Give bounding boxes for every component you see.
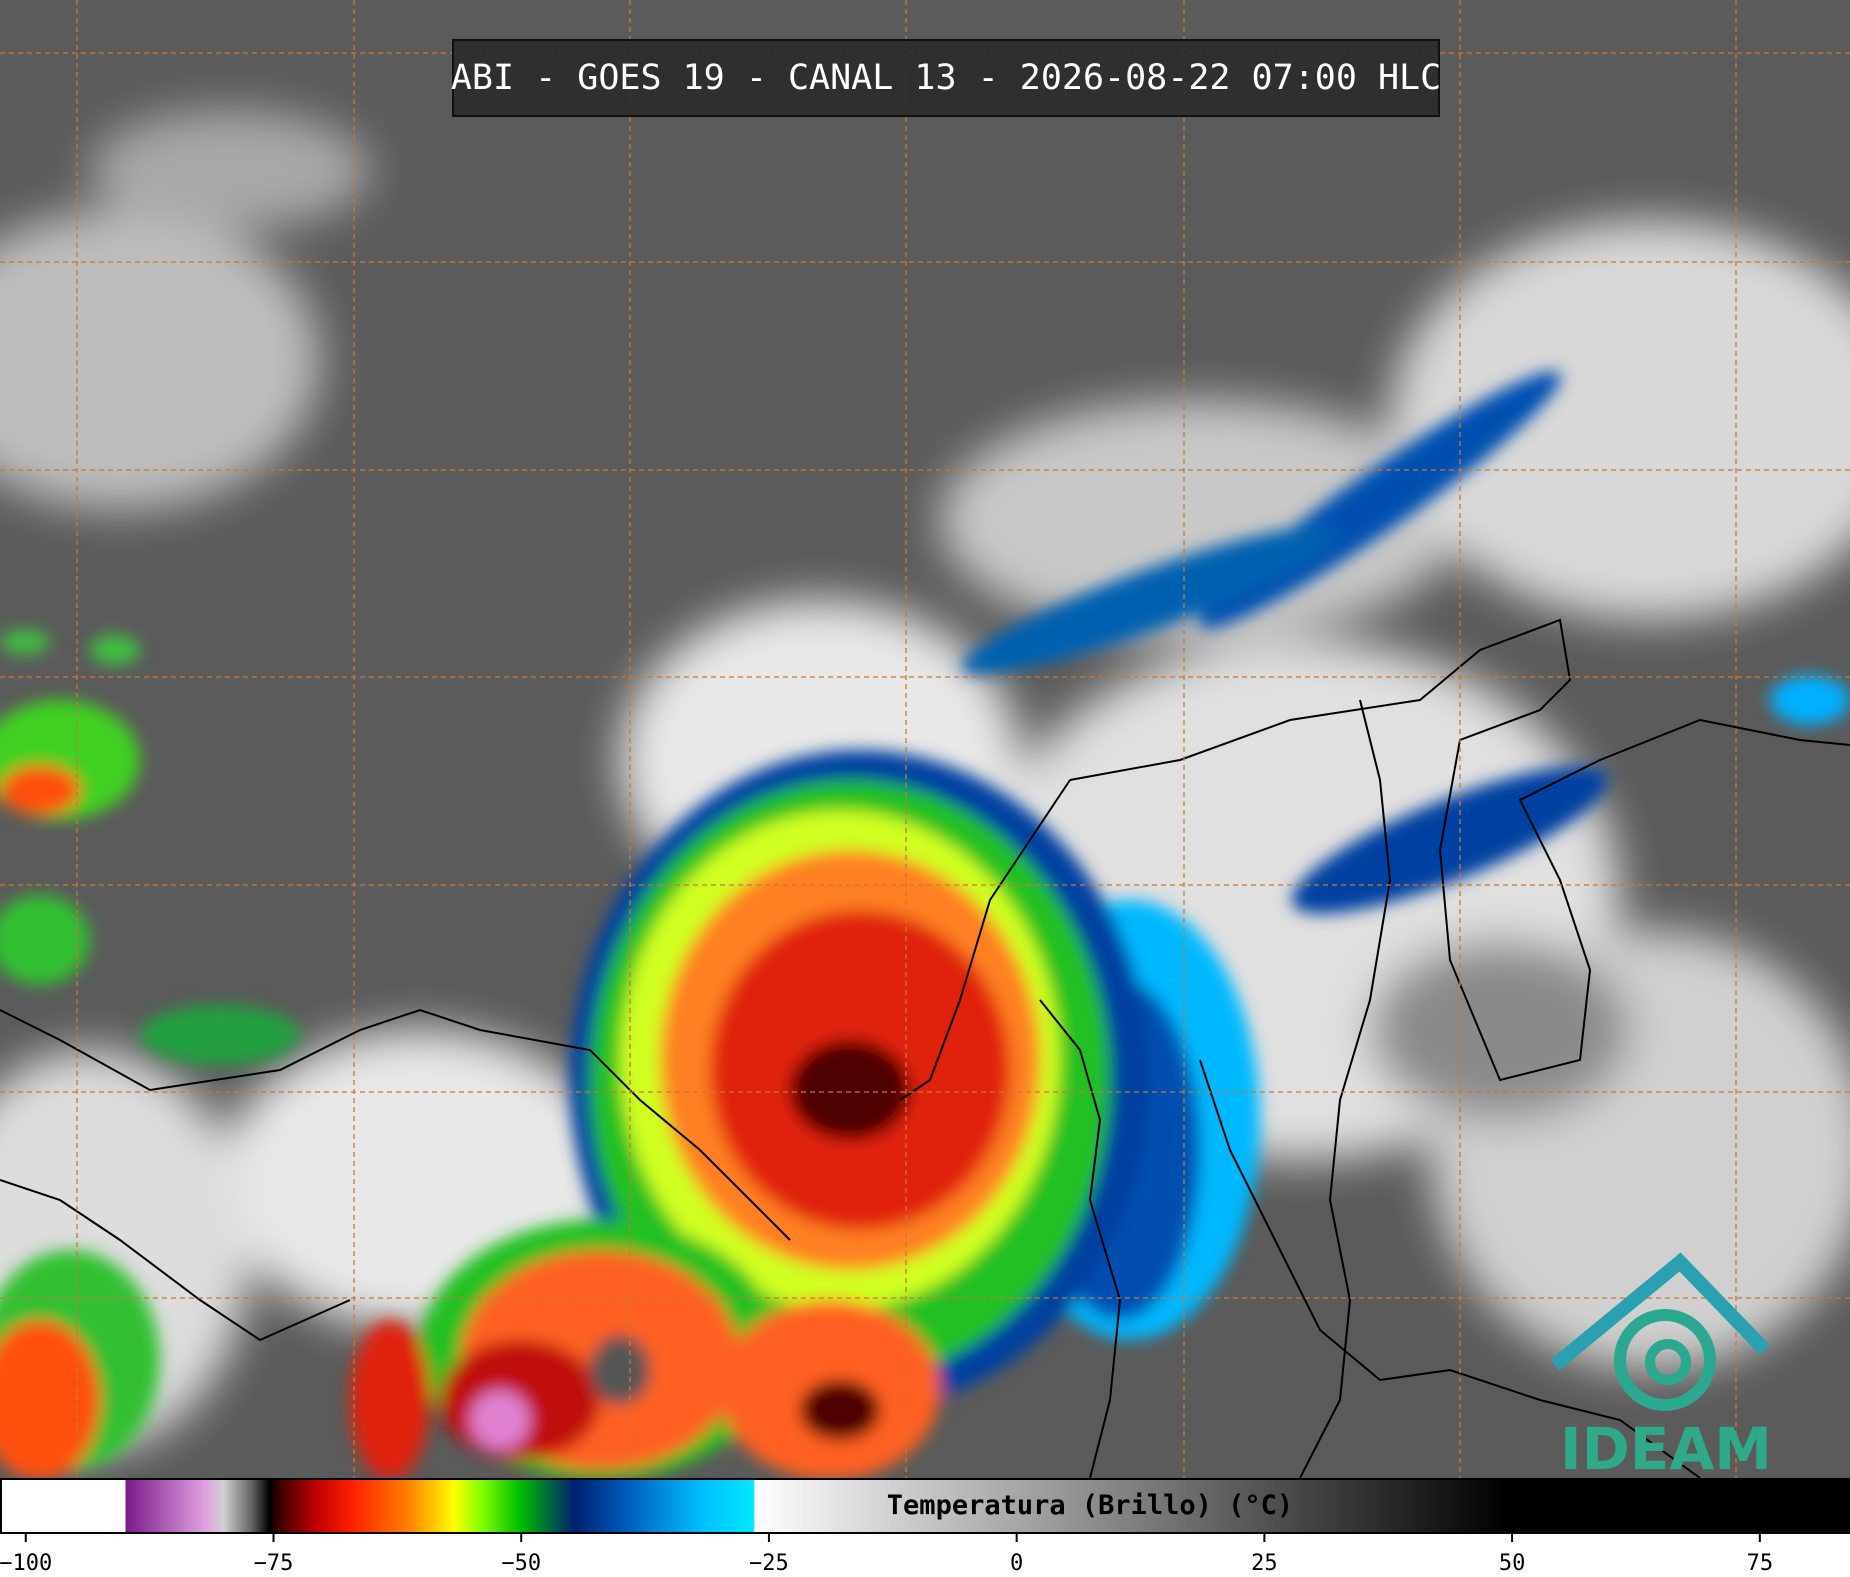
logo-text: IDEAM — [1560, 1415, 1772, 1483]
tick-label: 0 — [1010, 1551, 1023, 1576]
title: ABI - GOES 19 - CANAL 13 - 2026-08-22 07… — [451, 39, 1441, 117]
tick-label: −100 — [0, 1551, 52, 1576]
colorbar-axis: −100 −75 −50 −25 0 25 50 75 — [0, 1534, 1774, 1576]
colorbar — [0, 1478, 1850, 1534]
tick-label: −50 — [501, 1551, 541, 1576]
tick-label: −25 — [749, 1551, 789, 1576]
tick-label: −75 — [254, 1551, 294, 1576]
tick-label: 75 — [1747, 1551, 1774, 1576]
logo-mark — [1550, 1252, 1771, 1411]
colorbar-label: Temperatura (Brillo) (°C) — [886, 1490, 1294, 1521]
tick-label: 50 — [1499, 1551, 1526, 1576]
satellite-image — [0, 0, 1850, 1478]
convection — [0, 371, 1850, 1478]
graticule — [0, 0, 1850, 1478]
tick-label: 25 — [1251, 1551, 1278, 1576]
coastlines — [0, 618, 1850, 1478]
